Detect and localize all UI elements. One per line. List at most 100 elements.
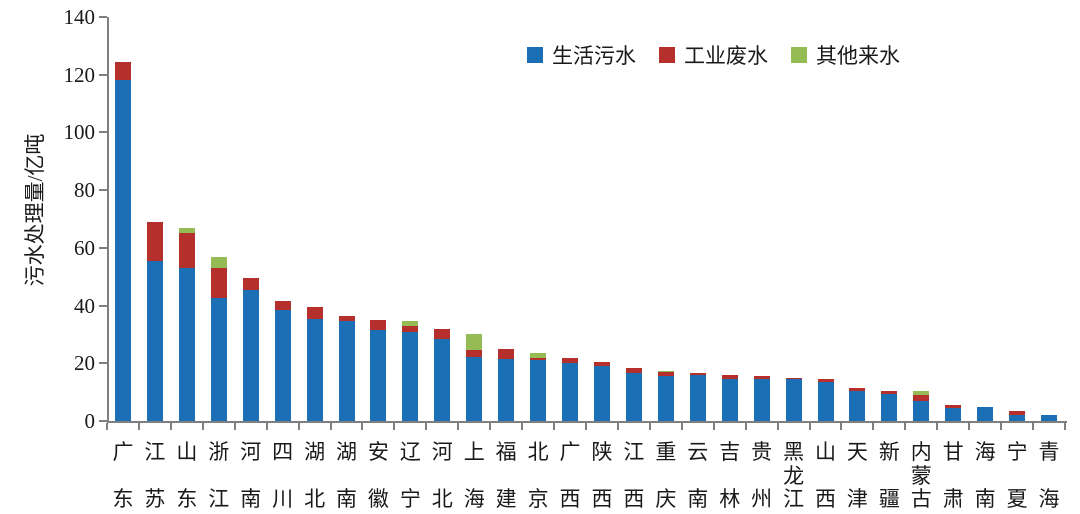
- x-category-label: 广东: [108, 441, 138, 511]
- x-category-char: 夏: [1006, 487, 1028, 511]
- x-category-label: 贵州: [747, 441, 777, 511]
- bar-segment-生活污水: [562, 363, 579, 421]
- x-category-char: 江: [623, 440, 645, 464]
- x-category-char: 北: [527, 440, 549, 464]
- bar-segment-生活污水: [466, 357, 483, 421]
- bar-segment-工业废水: [498, 348, 515, 359]
- x-category-char: 浙: [208, 440, 230, 464]
- x-category-char: 海: [974, 440, 996, 464]
- x-tick: [521, 423, 524, 430]
- bar-天津: [849, 387, 866, 421]
- bar-上海: [466, 334, 483, 421]
- x-category-char: 建: [495, 487, 517, 511]
- y-tick-label: 120: [63, 62, 96, 87]
- bar-segment-工业废水: [242, 278, 259, 290]
- y-axis-title: 污水处理量/亿吨: [23, 133, 47, 287]
- bar-segment-生活污水: [178, 268, 195, 421]
- x-category-label: 山西: [811, 441, 841, 511]
- x-category-char: 重: [655, 440, 677, 464]
- bar-segment-其他来水: [210, 256, 227, 269]
- x-tick: [585, 423, 587, 430]
- x-category-label: 宁夏: [1002, 441, 1032, 511]
- x-category-char: 西: [815, 487, 836, 511]
- bar-segment-工业废水: [370, 320, 387, 331]
- bar-segment-生活污水: [498, 358, 515, 421]
- y-tick-label: 20: [74, 351, 95, 376]
- x-category-label: 广西: [555, 441, 585, 511]
- x-category-char: 贵: [751, 440, 773, 464]
- y-tick: [99, 189, 107, 192]
- legend: 生活污水 工业废水 其他来水: [527, 40, 900, 70]
- x-category-char: 庆: [655, 487, 677, 511]
- x-category-label: 陕西: [587, 441, 617, 511]
- bar-segment-生活污水: [881, 393, 898, 421]
- bar-北京: [530, 353, 547, 421]
- y-tick-label: 140: [63, 5, 96, 29]
- x-tick: [169, 423, 172, 430]
- x-category-label: 北京: [523, 441, 553, 511]
- x-category-label: 山东: [172, 441, 202, 511]
- bar-湖北: [306, 307, 323, 421]
- x-category-char: 宁: [1006, 440, 1028, 464]
- bar-segment-工业废水: [913, 395, 930, 401]
- x-category-char: 南: [687, 487, 709, 511]
- bar-甘肃: [945, 405, 962, 421]
- x-category-label: 新疆: [874, 441, 904, 511]
- bar-河南: [242, 278, 259, 421]
- bar-湖南: [338, 315, 355, 421]
- x-category-char: 云: [687, 440, 709, 464]
- x-tick: [106, 423, 108, 430]
- x-tick: [361, 423, 364, 430]
- x-category-char: 南: [974, 487, 996, 511]
- x-category-char: 天: [846, 440, 868, 464]
- x-category-char: 内: [910, 440, 932, 464]
- bar-segment-生活污水: [593, 366, 610, 421]
- y-tick: [99, 246, 107, 249]
- bar-segment-其他来水: [530, 353, 547, 358]
- bar-新疆: [881, 390, 898, 421]
- x-category-char: 上: [463, 440, 485, 464]
- y-tick: [99, 420, 107, 422]
- y-tick-label: 60: [74, 235, 95, 260]
- bar-辽宁: [402, 321, 419, 421]
- x-category-label: 河南: [236, 441, 266, 511]
- bar-浙江: [210, 256, 227, 421]
- x-category-label: 海南: [970, 441, 1000, 511]
- bar-宁夏: [1009, 410, 1026, 421]
- x-category-char: 广: [112, 440, 134, 464]
- bar-segment-工业废水: [657, 371, 674, 377]
- bar-segment-工业废水: [114, 61, 131, 81]
- x-tick: [776, 423, 779, 430]
- x-category-char: 河: [240, 440, 262, 464]
- x-category-char: 山: [815, 440, 836, 464]
- x-category-label: 河北: [427, 441, 457, 511]
- x-category-label: 福建: [491, 441, 521, 511]
- legend-swatch-icon: [527, 47, 543, 63]
- x-tick: [393, 423, 396, 430]
- x-category-char: 北: [304, 487, 326, 511]
- bar-segment-其他来水: [466, 334, 483, 351]
- bar-河北: [434, 328, 451, 421]
- x-category-char: 东: [176, 487, 198, 511]
- bar-四川: [274, 301, 291, 421]
- legend-item: 工业废水: [659, 40, 768, 70]
- x-category-char: 苏: [144, 487, 166, 511]
- x-tick: [744, 423, 747, 430]
- bar-segment-工业废水: [562, 357, 579, 364]
- bar-segment-工业废水: [530, 357, 547, 361]
- legend-label: 生活污水: [552, 44, 636, 68]
- x-category-char: 福: [495, 440, 517, 464]
- bar-山西: [817, 379, 834, 421]
- legend-swatch-icon: [791, 47, 807, 63]
- x-category-char: 肃: [942, 487, 964, 511]
- y-tick-label: 100: [63, 120, 96, 145]
- x-category-label: 江西: [619, 441, 649, 511]
- bar-江苏: [146, 221, 163, 421]
- plot-area: [107, 17, 1067, 423]
- x-category-char: 徽: [367, 487, 389, 511]
- x-category-char: 安: [367, 440, 389, 464]
- x-category-char: 辽: [399, 440, 421, 464]
- bar-segment-工业废水: [689, 373, 706, 375]
- x-category-label: 湖南: [332, 441, 362, 511]
- legend-item: 生活污水: [527, 40, 636, 70]
